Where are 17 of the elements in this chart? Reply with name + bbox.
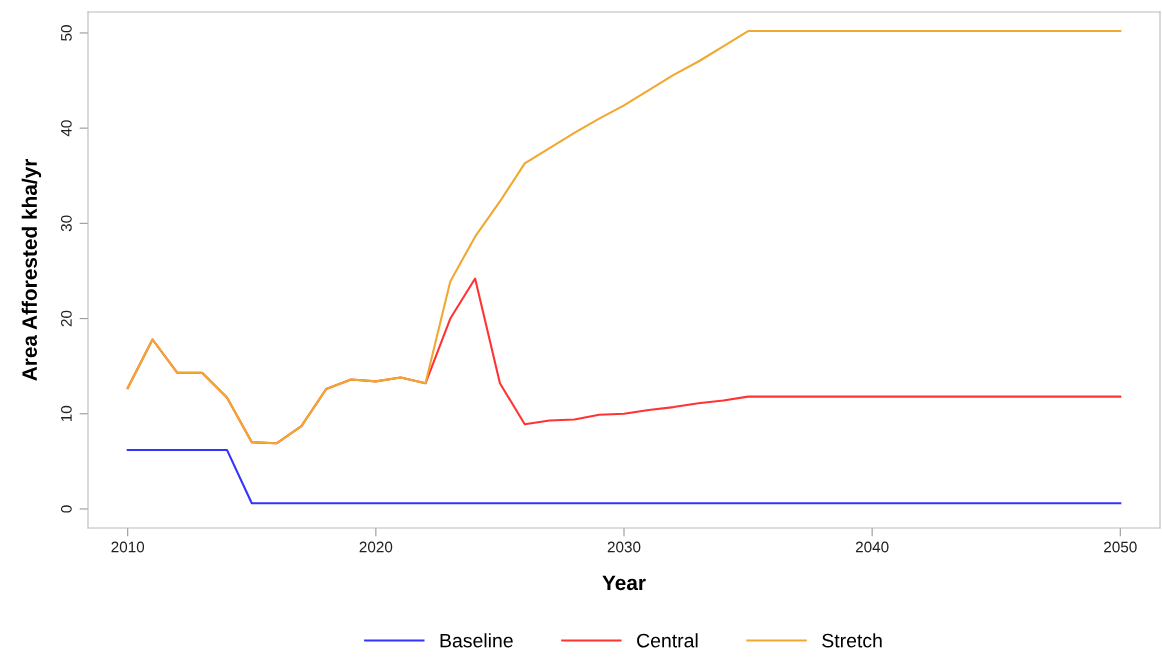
x-tick-label: 2040 (855, 541, 889, 553)
x-axis-title: Year (602, 575, 646, 591)
legend-label: Baseline (440, 633, 513, 648)
legend-label: Central (637, 633, 698, 648)
y-tick-label: 30 (60, 215, 72, 232)
y-tick-label: 10 (60, 405, 72, 422)
legend-label: Stretch (822, 633, 882, 648)
x-tick-label: 2010 (111, 541, 145, 553)
y-axis-title: Area Afforested kha/yr (21, 158, 42, 381)
y-tick-label: 0 (60, 505, 72, 513)
x-tick-label: 2050 (1104, 541, 1137, 553)
x-tick-label: 2030 (607, 541, 641, 553)
y-tick-label: 40 (60, 120, 72, 137)
y-tick-label: 20 (60, 310, 72, 327)
y-tick-label: 50 (60, 25, 72, 41)
line-series (126, 30, 1122, 445)
x-tick-label: 2020 (359, 541, 393, 553)
